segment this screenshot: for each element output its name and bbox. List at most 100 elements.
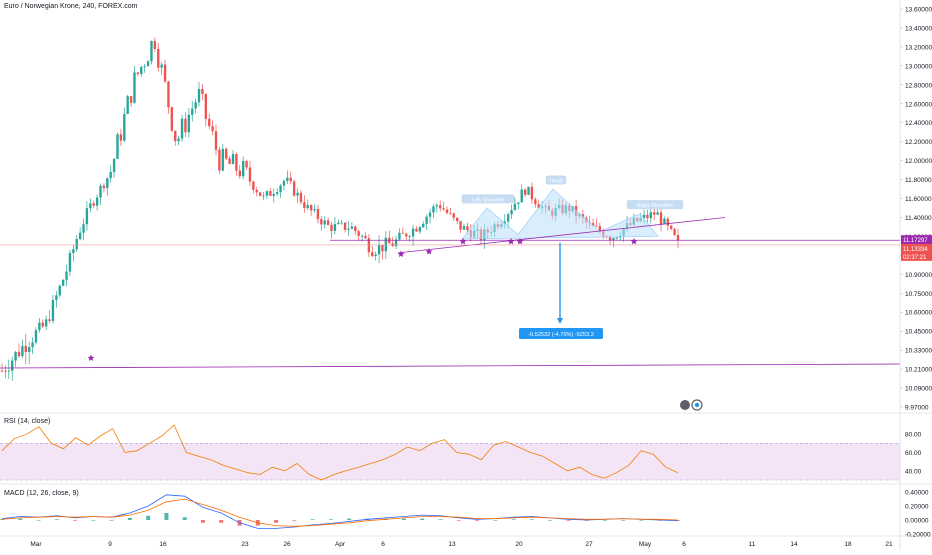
candle-body bbox=[435, 205, 438, 207]
macd-histogram-bar bbox=[54, 519, 59, 520]
candle-body bbox=[432, 206, 435, 213]
candle-body bbox=[316, 209, 320, 220]
candle-body bbox=[371, 252, 374, 257]
candle-body bbox=[282, 180, 286, 186]
macd-histogram-bar bbox=[529, 519, 534, 520]
candle-body bbox=[350, 226, 354, 229]
price-tag: 02:37:21 bbox=[903, 255, 927, 261]
price-tick-label: 10.21000 bbox=[905, 367, 932, 374]
candle-body bbox=[272, 194, 275, 196]
candle-body bbox=[466, 226, 469, 231]
candle-body bbox=[428, 212, 432, 217]
candle-body bbox=[510, 210, 513, 215]
candle-body bbox=[265, 191, 269, 196]
neckline-trendline bbox=[397, 217, 726, 254]
price-tag: 11.17297 bbox=[903, 238, 928, 244]
price-tick-label: 13.60000 bbox=[905, 7, 932, 14]
price-tick-label: 10.09000 bbox=[905, 386, 932, 393]
candle-body bbox=[676, 234, 680, 241]
macd-histogram-bar bbox=[109, 520, 114, 521]
macd-histogram-bar bbox=[511, 519, 516, 520]
candle-body bbox=[82, 224, 85, 233]
candle-body bbox=[255, 189, 258, 193]
price-tag-bg bbox=[901, 235, 932, 245]
time-tick-label: 20 bbox=[515, 541, 523, 548]
candle-body bbox=[405, 233, 408, 237]
candle-body bbox=[439, 205, 442, 209]
measure-label: -0.52532 (-4.70%) -5253.2 bbox=[528, 332, 594, 338]
candle-body bbox=[211, 126, 214, 132]
macd-histogram-bar bbox=[274, 520, 279, 523]
price-tick-label: 9.97000 bbox=[905, 405, 929, 412]
candle-body bbox=[615, 237, 619, 239]
price-tag: 11.13334 bbox=[903, 247, 928, 253]
price-tag-bg bbox=[901, 251, 932, 261]
candle-body bbox=[530, 186, 534, 200]
candle-body bbox=[347, 228, 350, 230]
candle-body bbox=[292, 181, 296, 196]
candle-body bbox=[381, 244, 384, 252]
pattern-label-bg bbox=[545, 175, 567, 185]
candle-body bbox=[333, 224, 337, 232]
candle-body bbox=[197, 88, 201, 103]
candle-body bbox=[513, 203, 517, 211]
candle-body bbox=[252, 181, 255, 190]
time-tick-label: 16 bbox=[159, 541, 167, 548]
macd-histogram-bar bbox=[164, 513, 169, 520]
candle-body bbox=[503, 221, 506, 225]
price-tick-label: 10.33000 bbox=[905, 348, 932, 355]
candle-body bbox=[323, 220, 326, 225]
candle-body bbox=[275, 192, 279, 195]
macd-pane[interactable] bbox=[0, 494, 680, 529]
candle-body bbox=[517, 202, 520, 204]
candle-body bbox=[337, 222, 340, 225]
candle-body bbox=[225, 148, 228, 159]
macd-histogram-bar bbox=[127, 517, 132, 520]
candle-body bbox=[398, 232, 401, 240]
candle-body bbox=[102, 185, 106, 189]
price-tick-label: 12.60000 bbox=[905, 101, 932, 108]
rsi-pane[interactable] bbox=[0, 424, 900, 481]
candle-body bbox=[95, 197, 99, 206]
candle-body bbox=[48, 319, 51, 321]
candle-body bbox=[408, 236, 411, 238]
macd-tick-label: 0.00000 bbox=[905, 518, 929, 525]
candle-body bbox=[279, 185, 282, 193]
macd-histogram-bar bbox=[347, 518, 352, 520]
candle-body bbox=[133, 72, 136, 103]
macd-histogram-bar bbox=[310, 519, 315, 520]
macd-histogram-bar bbox=[91, 520, 96, 521]
candle-body bbox=[245, 160, 248, 168]
marker-star bbox=[630, 237, 638, 245]
candle-body bbox=[21, 345, 24, 357]
time-tick-label: 14 bbox=[790, 541, 798, 548]
candle-body bbox=[38, 322, 41, 331]
macd-histogram-bar bbox=[182, 517, 187, 520]
price-tick-label: 12.00000 bbox=[905, 158, 932, 165]
macd-histogram-bar bbox=[548, 520, 553, 521]
candle-body bbox=[126, 96, 129, 114]
marker-star bbox=[459, 237, 467, 245]
price-pane[interactable]: Left Shoulder Head Right Shoulder -0.52532 … bbox=[0, 37, 901, 411]
candle-body bbox=[218, 149, 221, 171]
measure-arrow-head bbox=[557, 318, 563, 324]
candle-body bbox=[442, 208, 445, 210]
macd-histogram-bar bbox=[639, 520, 644, 521]
candle-body bbox=[160, 64, 163, 68]
candle-body bbox=[116, 134, 119, 159]
candle-body bbox=[343, 222, 347, 230]
candle-body bbox=[194, 102, 197, 109]
candle-body bbox=[520, 189, 523, 203]
macd-histogram-bar bbox=[602, 520, 607, 521]
candle-body bbox=[180, 118, 184, 139]
candle-body bbox=[153, 41, 157, 49]
marker-star bbox=[507, 237, 515, 245]
candle-body bbox=[649, 212, 653, 219]
macd-histogram-bar bbox=[493, 520, 498, 521]
price-tick-label: 12.80000 bbox=[905, 82, 932, 89]
time-tick-label: 26 bbox=[283, 541, 291, 548]
macd-histogram-bar bbox=[219, 520, 224, 523]
time-tick-label: 23 bbox=[241, 541, 249, 548]
